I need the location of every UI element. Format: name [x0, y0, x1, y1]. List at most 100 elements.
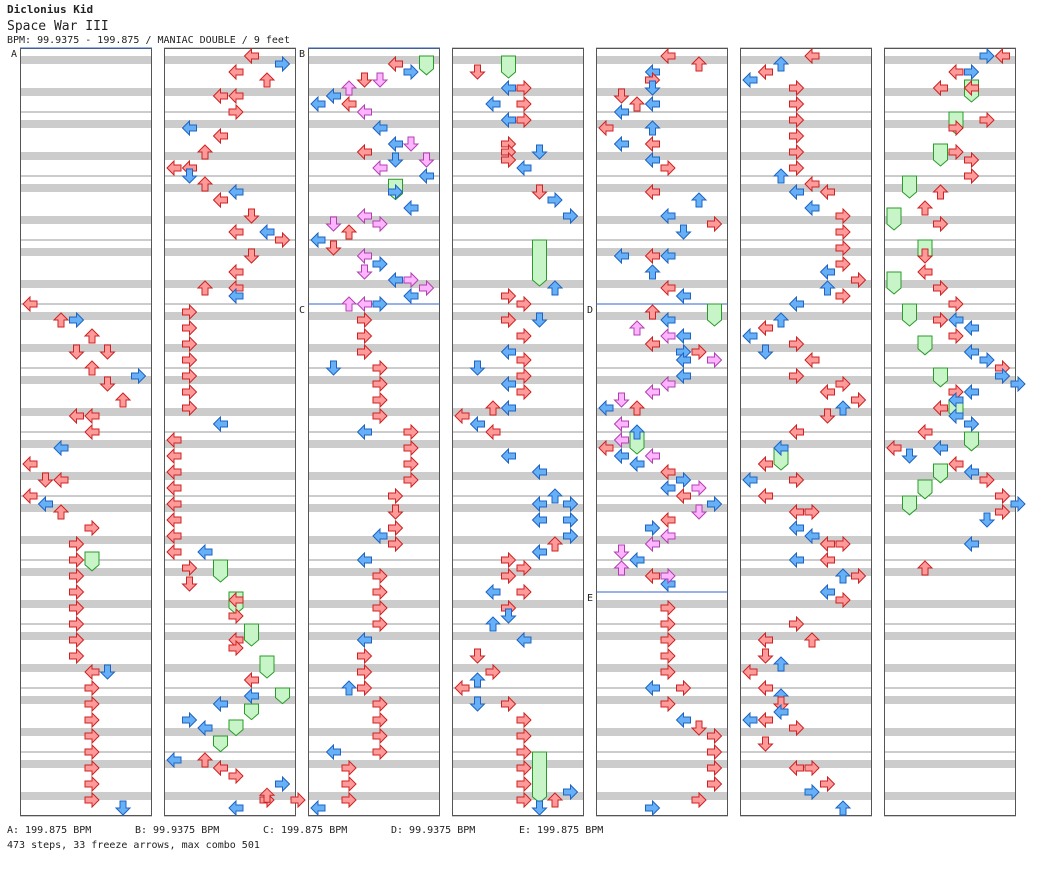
- step-arrow: [546, 280, 564, 296]
- bpm-legend-e: E: 199.875 BPM: [519, 825, 604, 836]
- step-arrow: [819, 280, 836, 296]
- step-arrow: [403, 199, 419, 217]
- step-arrow: [372, 727, 388, 745]
- step-arrow: [99, 376, 116, 392]
- freeze-arrow: [933, 367, 948, 388]
- step-arrow: [114, 392, 132, 408]
- beat-band: [20, 152, 152, 160]
- step-arrow: [84, 407, 100, 425]
- beat-band: [20, 120, 152, 128]
- step-arrow: [212, 759, 228, 777]
- beat-band: [20, 632, 152, 640]
- step-arrow: [644, 567, 660, 585]
- step-arrow: [613, 447, 629, 465]
- beat-band: [164, 248, 296, 256]
- freeze-arrow: [84, 551, 100, 572]
- step-arrow: [660, 279, 676, 297]
- beat-band: [20, 248, 152, 256]
- freeze-arrow: [244, 703, 259, 721]
- step-arrow: [835, 375, 851, 393]
- step-arrow: [644, 264, 661, 280]
- step-arrow: [964, 63, 980, 81]
- step-arrow: [789, 367, 805, 385]
- step-arrow: [357, 663, 373, 681]
- step-arrow: [388, 183, 404, 201]
- step-arrow: [387, 271, 403, 289]
- step-arrow: [196, 144, 214, 160]
- step-arrow: [500, 111, 516, 129]
- step-arrow: [819, 263, 835, 281]
- beat-band: [20, 408, 152, 416]
- step-arrow: [644, 304, 661, 320]
- step-arrow: [516, 727, 532, 745]
- beat-band: [308, 376, 440, 384]
- step-arrow: [563, 783, 579, 801]
- step-arrow: [372, 255, 388, 273]
- beat-band: [596, 376, 728, 384]
- step-arrow: [228, 607, 244, 625]
- step-arrow: [933, 279, 949, 297]
- beat-band: [164, 280, 296, 288]
- step-arrow: [835, 535, 851, 553]
- step-arrow: [789, 159, 805, 177]
- step-arrow: [516, 743, 532, 761]
- step-arrow: [789, 95, 805, 113]
- step-arrow: [613, 431, 629, 449]
- bpm-marker-label: B: [299, 49, 305, 60]
- beat-band: [596, 408, 728, 416]
- step-arrow: [212, 127, 228, 145]
- step-arrow: [772, 656, 790, 672]
- beat-band: [884, 440, 1016, 448]
- step-arrow: [290, 791, 306, 809]
- step-arrow: [228, 223, 244, 241]
- step-arrow: [484, 616, 502, 632]
- step-arrow: [707, 727, 723, 745]
- beat-band: [884, 280, 1016, 288]
- step-arrow: [757, 648, 774, 664]
- step-arrow: [469, 415, 485, 433]
- beat-band: [164, 440, 296, 448]
- column-frame: [164, 48, 296, 816]
- step-arrow: [516, 111, 532, 129]
- step-arrow: [403, 287, 419, 305]
- step-arrow: [69, 551, 85, 569]
- step-arrow: [819, 583, 835, 601]
- beat-band: [740, 344, 872, 352]
- beat-band: [164, 696, 296, 704]
- step-arrow: [228, 799, 244, 817]
- beat-band: [164, 568, 296, 576]
- step-arrow: [501, 551, 517, 569]
- step-arrow: [644, 383, 660, 401]
- step-arrow: [819, 551, 835, 569]
- step-arrow: [660, 327, 676, 345]
- step-arrow: [644, 247, 660, 265]
- step-arrow: [388, 487, 404, 505]
- step-arrow: [788, 295, 804, 313]
- step-arrow: [228, 87, 244, 105]
- step-arrow: [742, 711, 758, 729]
- beat-band: [20, 728, 152, 736]
- beat-band: [452, 152, 584, 160]
- beat-band: [20, 696, 152, 704]
- freeze-arrow: [902, 175, 917, 199]
- beat-band: [20, 664, 152, 672]
- step-arrow: [834, 400, 852, 416]
- step-arrow: [243, 671, 259, 689]
- beat-band: [740, 440, 872, 448]
- step-arrow: [834, 800, 852, 816]
- beat-band: [884, 216, 1016, 224]
- step-arrow: [325, 743, 341, 761]
- step-arrow: [356, 264, 373, 280]
- step-arrow: [598, 439, 614, 457]
- step-arrow: [469, 672, 486, 688]
- step-arrow: [628, 424, 646, 440]
- step-arrow: [68, 344, 85, 360]
- step-arrow: [598, 399, 614, 417]
- step-arrow: [166, 543, 182, 561]
- step-arrow: [372, 527, 388, 545]
- step-arrow: [340, 80, 358, 96]
- beat-band: [20, 88, 152, 96]
- step-arrow: [469, 360, 486, 376]
- step-arrow: [53, 439, 69, 457]
- step-arrow: [114, 800, 132, 816]
